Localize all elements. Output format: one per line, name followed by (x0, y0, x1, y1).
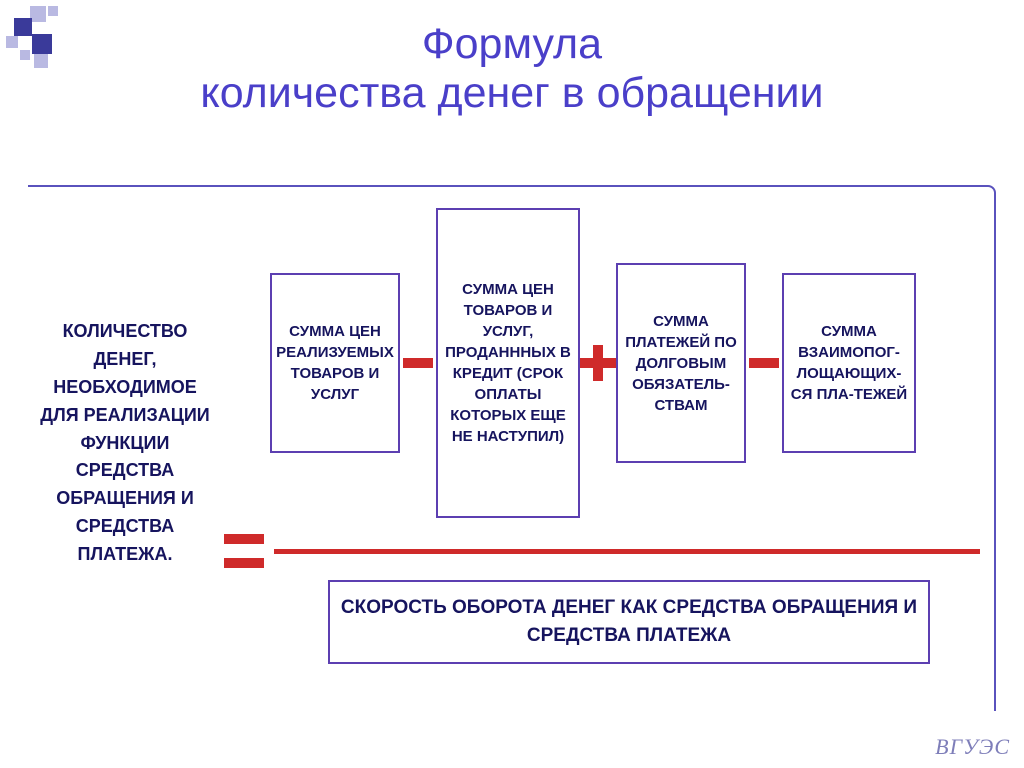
minus-icon (400, 358, 436, 368)
deco-square (32, 34, 52, 54)
deco-square (34, 54, 48, 68)
term-sum-prices: СУММА ЦЕН РЕАЛИЗУЕМЫХ ТОВАРОВ И УСЛУГ (270, 273, 400, 453)
title-line1: Формула (422, 20, 602, 68)
formula-lhs: КОЛИЧЕСТВО ДЕНЕГ, НЕОБХОДИМОЕ ДЛЯ РЕАЛИЗ… (36, 318, 214, 569)
watermark-logo: ВГУЭС (935, 734, 1010, 760)
equals-sign (224, 534, 264, 568)
deco-square (14, 18, 32, 36)
equals-bar (224, 558, 264, 568)
plus-shape (580, 345, 616, 381)
formula-numerator: СУММА ЦЕН РЕАЛИЗУЕМЫХ ТОВАРОВ И УСЛУГ СУ… (270, 208, 916, 518)
plus-icon (580, 345, 616, 381)
term-debt-payments: СУММА ПЛАТЕЖЕЙ ПО ДОЛГОВЫМ ОБЯЗАТЕЛЬ-СТВ… (616, 263, 746, 463)
deco-square (6, 36, 18, 48)
minus-bar (749, 358, 779, 368)
term-credit-sales: СУММА ЦЕН ТОВАРОВ И УСЛУГ, ПРОДАНННЫХ В … (436, 208, 580, 518)
term-mutual-payments: СУММА ВЗАИМОПОГ-ЛОЩАЮЩИХ-СЯ ПЛА-ТЕЖЕЙ (782, 273, 916, 453)
plus-v (593, 345, 603, 381)
slide-title: Формула количества денег в обращении (0, 0, 1024, 119)
fraction-line (274, 549, 980, 554)
deco-square (48, 6, 58, 16)
deco-square (20, 50, 30, 60)
equals-bar (224, 534, 264, 544)
deco-square (30, 6, 46, 22)
corner-decoration (6, 6, 76, 76)
title-line2: количества денег в обращении (200, 69, 823, 117)
minus-icon (746, 358, 782, 368)
formula-denominator: СКОРОСТЬ ОБОРОТА ДЕНЕГ КАК СРЕДСТВА ОБРА… (328, 580, 930, 664)
minus-bar (403, 358, 433, 368)
